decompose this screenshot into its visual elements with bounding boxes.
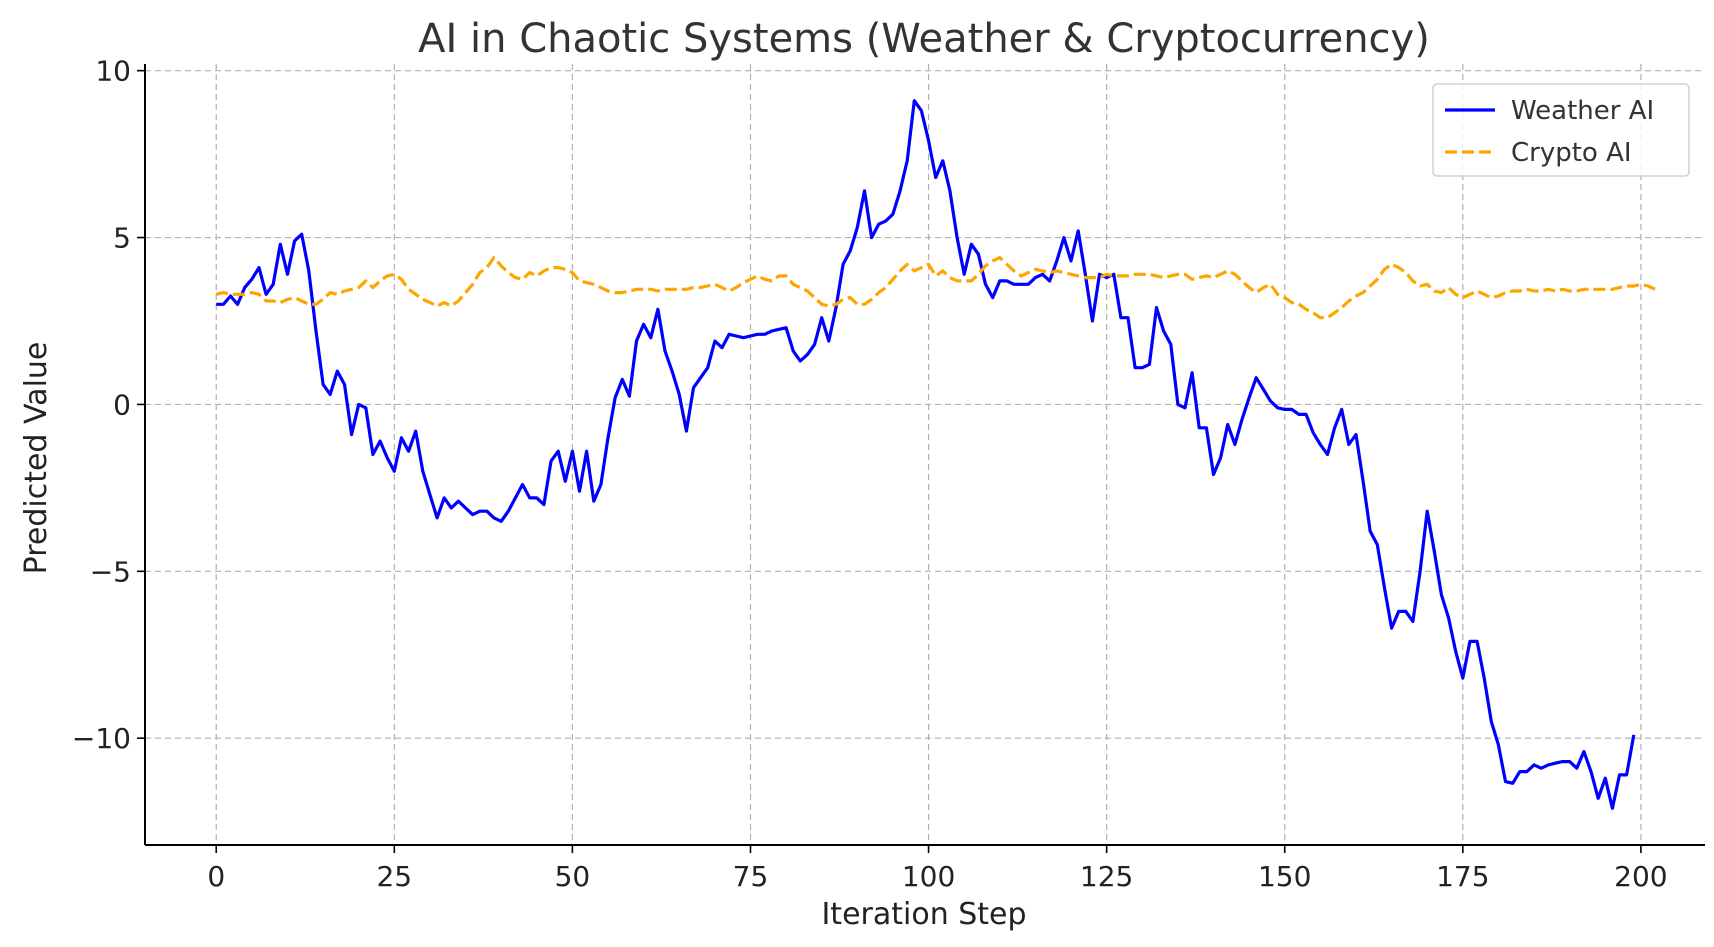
y-tick-label: 10 [95,55,131,88]
y-tick-label: 5 [113,222,131,255]
x-tick-label: 125 [1080,860,1133,893]
x-tick-label: 75 [733,860,769,893]
x-tick-label: 150 [1258,860,1311,893]
y-tick-label: −10 [72,722,131,755]
legend: Weather AI Crypto AI [1432,83,1690,177]
x-tick-label: 25 [376,860,412,893]
legend-box [1432,83,1690,177]
chart-title: AI in Chaotic Systems (Weather & Cryptoc… [418,16,1430,62]
legend-label-weather-ai: Weather AI [1511,96,1654,126]
series-line-weather-ai [216,99,1636,810]
x-tick-label: 0 [207,860,225,893]
x-tick-label: 100 [902,860,955,893]
x-tick-label: 50 [555,860,591,893]
series-layer [215,99,1656,810]
series-line-crypto-ai [215,256,1656,320]
axes: 0 25 50 75 100 125 150 175 200 −10 −5 0 5 10 [72,55,1705,893]
y-tick-label: −5 [90,555,131,588]
x-tick-label: 175 [1436,860,1489,893]
y-axis-label: Predicted Value [19,342,54,575]
x-tick-label: 200 [1614,860,1667,893]
x-axis-label: Iteration Step [821,897,1026,932]
y-tick-label: 0 [113,388,131,421]
legend-label-crypto-ai: Crypto AI [1511,138,1632,168]
